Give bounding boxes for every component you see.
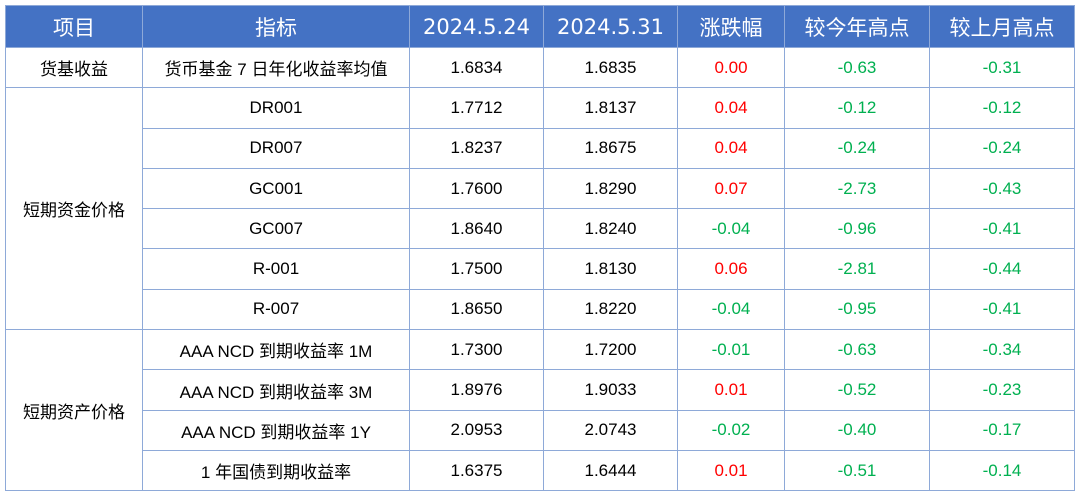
indicator-cell: 货币基金 7 日年化收益率均值 [142, 46, 410, 89]
value-2024-05-31-cell: 1.8675 [543, 127, 678, 169]
table-row: GC007 1.8640 1.8240 -0.04 -0.96 -0.41 [6, 208, 1075, 250]
value-2024-05-24-cell: 1.7300 [409, 329, 544, 371]
vs-year-high-cell: -0.51 [784, 449, 930, 491]
change-cell: 0.07 [677, 167, 785, 210]
value-2024-05-31-cell: 1.9033 [543, 369, 678, 411]
value-2024-05-31-cell: 1.6835 [543, 46, 678, 89]
change-cell: -0.04 [677, 208, 785, 250]
value-2024-05-24-cell: 1.6375 [409, 449, 544, 491]
table-row: DR007 1.8237 1.8675 0.04 -0.24 -0.24 [6, 127, 1075, 169]
value-2024-05-31-cell: 1.6444 [543, 449, 678, 491]
table-row: R-007 1.8650 1.8220 -0.04 -0.95 -0.41 [6, 288, 1075, 331]
value-2024-05-31-cell: 1.8130 [543, 248, 678, 290]
value-2024-05-24-cell: 1.8650 [409, 288, 544, 331]
header-vs-year-high: 较今年高点 [784, 5, 930, 48]
vs-year-high-cell: -0.63 [784, 329, 930, 371]
header-change: 涨跌幅 [677, 5, 785, 48]
change-cell: -0.01 [677, 329, 785, 371]
vs-month-high-cell: -0.23 [929, 369, 1075, 411]
value-2024-05-24-cell: 1.7600 [409, 167, 544, 210]
change-cell: 0.00 [677, 46, 785, 89]
indicator-cell: AAA NCD 到期收益率 1Y [142, 409, 410, 451]
value-2024-05-24-cell: 1.8640 [409, 208, 544, 250]
indicator-cell: R-007 [142, 288, 410, 331]
value-2024-05-31-cell: 1.8137 [543, 87, 678, 129]
header-indicator: 指标 [142, 5, 410, 48]
table-wrapper: 项目 指标 2024.5.24 2024.5.31 涨跌幅 较今年高点 较上月高… [5, 5, 1075, 491]
table-row: AAA NCD 到期收益率 3M 1.8976 1.9033 0.01 -0.52 -0.… [6, 369, 1075, 411]
vs-month-high-cell: -0.44 [929, 248, 1075, 290]
value-2024-05-24-cell: 1.7712 [409, 87, 544, 129]
change-cell: -0.02 [677, 409, 785, 451]
vs-year-high-cell: -0.40 [784, 409, 930, 451]
indicator-cell: R-001 [142, 248, 410, 290]
table-row: 货基收益 货币基金 7 日年化收益率均值 1.6834 1.6835 0.00 -0.63… [5, 46, 1075, 89]
value-2024-05-24-cell: 2.0953 [409, 409, 544, 451]
change-cell: 0.01 [677, 369, 785, 411]
header-date-2: 2024.5.31 [543, 5, 678, 48]
category-cell: 短期资产价格 [5, 329, 143, 491]
value-2024-05-31-cell: 1.7200 [543, 329, 678, 371]
category-cell: 短期资金价格 [5, 87, 143, 331]
change-cell: 0.04 [677, 127, 785, 169]
change-cell: 0.06 [677, 248, 785, 290]
indicator-cell: 1 年国债到期收益率 [142, 449, 410, 491]
value-2024-05-31-cell: 1.8220 [543, 288, 678, 331]
value-2024-05-31-cell: 2.0743 [543, 409, 678, 451]
indicator-cell: AAA NCD 到期收益率 1M [142, 329, 410, 371]
category-cell: 货基收益 [5, 46, 143, 89]
vs-month-high-cell: -0.12 [929, 87, 1075, 129]
change-cell: 0.04 [677, 87, 785, 129]
value-2024-05-24-cell: 1.8237 [409, 127, 544, 169]
indicator-cell: DR001 [142, 87, 410, 129]
indicator-cell: DR007 [142, 127, 410, 169]
vs-month-high-cell: -0.41 [929, 288, 1075, 331]
change-cell: -0.04 [677, 288, 785, 331]
vs-year-high-cell: -2.73 [784, 167, 930, 210]
table-row: R-001 1.7500 1.8130 0.06 -2.81 -0.44 [6, 248, 1075, 290]
vs-month-high-cell: -0.17 [929, 409, 1075, 451]
header-date-1: 2024.5.24 [409, 5, 544, 48]
table-row: 短期资金价格 DR001 1.7712 1.8137 0.04 -0.12 -0.12 [5, 87, 1075, 331]
value-2024-05-24-cell: 1.7500 [409, 248, 544, 290]
table-row: AAA NCD 到期收益率 1Y 2.0953 2.0743 -0.02 -0.40 -0… [6, 409, 1075, 451]
value-2024-05-24-cell: 1.8976 [409, 369, 544, 411]
vs-month-high-cell: -0.24 [929, 127, 1075, 169]
indicator-cell: GC007 [142, 208, 410, 250]
vs-month-high-cell: -0.31 [929, 46, 1075, 89]
vs-year-high-cell: -0.63 [784, 46, 930, 89]
vs-year-high-cell: -0.52 [784, 369, 930, 411]
table-row: GC001 1.7600 1.8290 0.07 -2.73 -0.43 [6, 167, 1075, 210]
vs-year-high-cell: -2.81 [784, 248, 930, 290]
vs-month-high-cell: -0.14 [929, 449, 1075, 491]
change-cell: 0.01 [677, 449, 785, 491]
table-row: 1 年国债到期收益率 1.6375 1.6444 0.01 -0.51 -0.14 [6, 449, 1075, 491]
value-2024-05-24-cell: 1.6834 [409, 46, 544, 89]
header-row: 项目 指标 2024.5.24 2024.5.31 涨跌幅 较今年高点 较上月高… [5, 5, 1075, 48]
value-2024-05-31-cell: 1.8240 [543, 208, 678, 250]
vs-year-high-cell: -0.95 [784, 288, 930, 331]
vs-month-high-cell: -0.34 [929, 329, 1075, 371]
value-2024-05-31-cell: 1.8290 [543, 167, 678, 210]
indicator-cell: AAA NCD 到期收益率 3M [142, 369, 410, 411]
indicator-cell: GC001 [142, 167, 410, 210]
vs-month-high-cell: -0.41 [929, 208, 1075, 250]
table-body: 货基收益 货币基金 7 日年化收益率均值 1.6834 1.6835 0.00 -0.63… [5, 46, 1075, 491]
header-vs-month-high: 较上月高点 [929, 5, 1075, 48]
vs-year-high-cell: -0.12 [784, 87, 930, 129]
header-project: 项目 [5, 5, 143, 48]
vs-year-high-cell: -0.24 [784, 127, 930, 169]
vs-month-high-cell: -0.43 [929, 167, 1075, 210]
vs-year-high-cell: -0.96 [784, 208, 930, 250]
market-data-table: 项目 指标 2024.5.24 2024.5.31 涨跌幅 较今年高点 较上月高… [5, 5, 1075, 491]
table-row: 短期资产价格 AAA NCD 到期收益率 1M 1.7300 1.7200 -0.01-… [5, 329, 1075, 491]
